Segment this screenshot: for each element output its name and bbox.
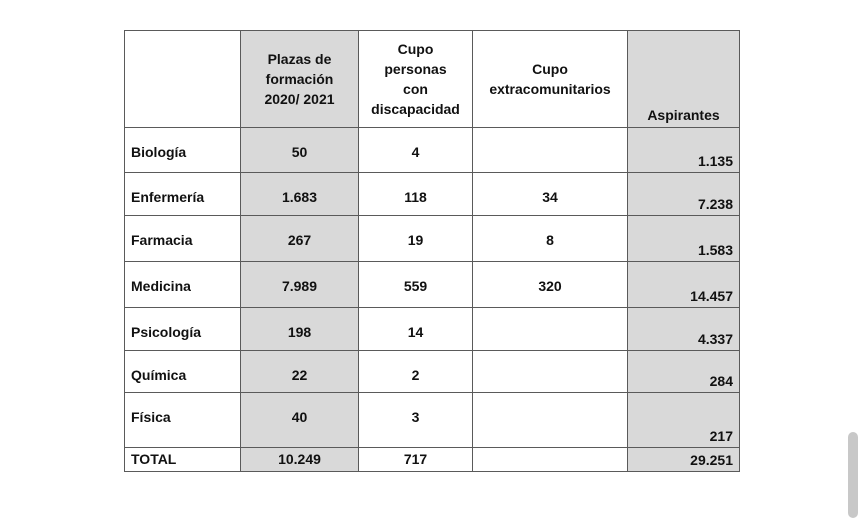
table-cell <box>472 307 628 351</box>
table-cell: 34 <box>472 172 628 216</box>
row-label: Química <box>124 350 241 393</box>
table-cell: 8 <box>472 215 628 262</box>
table-cell: 284 <box>627 350 740 393</box>
table-row: TOTAL 10.249 717 29.251 <box>124 447 740 472</box>
table-cell: 19 <box>358 215 473 262</box>
data-table: Plazas de formación 2020/ 2021 Cupo perso… <box>124 30 740 472</box>
header-cell <box>124 30 241 128</box>
header-cell: Cupo extracomunitarios <box>472 30 628 128</box>
table-cell: 4 <box>358 127 473 173</box>
table-cell: 22 <box>240 350 359 393</box>
header-cell: Aspirantes <box>627 30 740 128</box>
table-row: Farmacia 267 19 8 1.583 <box>124 215 740 262</box>
table-row: Física 40 3 217 <box>124 392 740 448</box>
table-cell: 1.683 <box>240 172 359 216</box>
table-cell: 1.135 <box>627 127 740 173</box>
table-cell <box>472 447 628 472</box>
table-cell <box>472 392 628 448</box>
row-label: Enfermería <box>124 172 241 216</box>
table-cell: 559 <box>358 261 473 308</box>
table-row: Química 22 2 284 <box>124 350 740 393</box>
table-row: Biología 50 4 1.135 <box>124 127 740 173</box>
table-cell: 29.251 <box>627 447 740 472</box>
table-cell: 267 <box>240 215 359 262</box>
table-cell: 50 <box>240 127 359 173</box>
table-cell <box>472 127 628 173</box>
row-label: Medicina <box>124 261 241 308</box>
table-cell: 14.457 <box>627 261 740 308</box>
scrollbar[interactable] <box>848 432 858 518</box>
header-row: Plazas de formación 2020/ 2021 Cupo perso… <box>124 30 740 128</box>
table-cell: 7.238 <box>627 172 740 216</box>
header-cell: Cupo personas con discapacidad <box>358 30 473 128</box>
table-cell: 217 <box>627 392 740 448</box>
table-cell: 2 <box>358 350 473 393</box>
row-label: Psicología <box>124 307 241 351</box>
table-cell: 717 <box>358 447 473 472</box>
row-label: Física <box>124 392 241 448</box>
table-cell: 118 <box>358 172 473 216</box>
table-cell: 1.583 <box>627 215 740 262</box>
table-cell <box>472 350 628 393</box>
row-label: Farmacia <box>124 215 241 262</box>
table-row: Enfermería 1.683 118 34 7.238 <box>124 172 740 216</box>
row-label: TOTAL <box>124 447 241 472</box>
table-cell: 14 <box>358 307 473 351</box>
table-cell: 10.249 <box>240 447 359 472</box>
table-cell: 3 <box>358 392 473 448</box>
table-cell: 4.337 <box>627 307 740 351</box>
row-label: Biología <box>124 127 241 173</box>
table-row: Psicología 198 14 4.337 <box>124 307 740 351</box>
table-cell: 198 <box>240 307 359 351</box>
table-cell: 40 <box>240 392 359 448</box>
table-cell: 7.989 <box>240 261 359 308</box>
header-cell: Plazas de formación 2020/ 2021 <box>240 30 359 128</box>
table-cell: 320 <box>472 261 628 308</box>
table-row: Medicina 7.989 559 320 14.457 <box>124 261 740 308</box>
